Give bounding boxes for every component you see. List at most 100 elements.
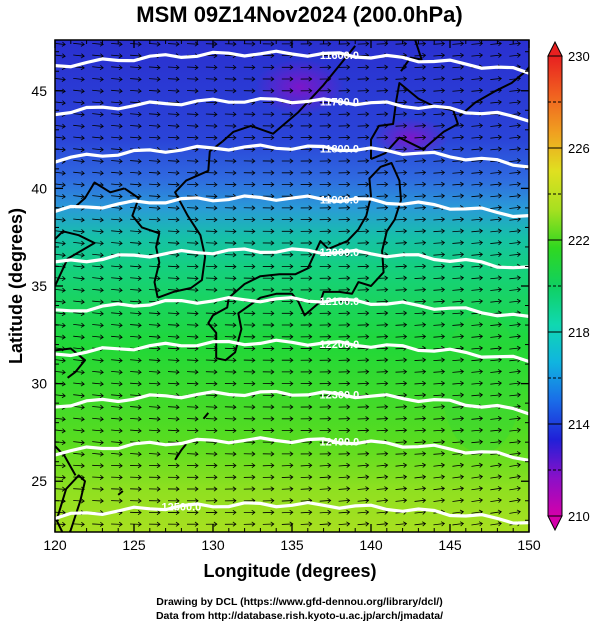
wind-arrow	[73, 229, 85, 235]
wind-arrow	[73, 439, 85, 446]
wind-arrow	[111, 451, 123, 457]
wind-arrow	[262, 462, 275, 469]
wind-arrow	[262, 240, 275, 246]
wind-arrow	[281, 381, 294, 387]
wind-arrow	[281, 521, 294, 527]
wind-arrow	[281, 427, 294, 434]
x-tick-label: 150	[517, 537, 541, 553]
wind-arrow	[433, 76, 446, 82]
wind-arrow	[224, 463, 237, 469]
wind-arrow	[186, 217, 199, 223]
wind-arrow	[509, 181, 521, 187]
wind-arrow	[73, 381, 85, 387]
wind-arrow	[414, 322, 427, 328]
wind-arrow	[205, 428, 218, 434]
wind-arrow	[167, 193, 180, 199]
wind-arrow	[452, 462, 465, 468]
wind-arrow	[338, 205, 351, 211]
wind-arrow	[130, 275, 142, 281]
wind-arrow	[452, 439, 465, 445]
wind-arrow	[281, 322, 294, 328]
wind-arrow	[414, 193, 427, 199]
wind-arrow	[395, 392, 408, 398]
wind-arrow	[509, 427, 521, 433]
wind-arrow	[490, 134, 502, 140]
wind-arrow	[205, 264, 218, 270]
wind-arrow	[300, 404, 313, 410]
wind-arrow	[490, 298, 502, 304]
wind-arrow	[187, 474, 199, 480]
coastline-segment	[174, 443, 187, 461]
wind-arrow	[224, 76, 237, 82]
wind-arrow	[55, 393, 66, 399]
coastline-segment	[202, 412, 210, 420]
wind-arrow	[243, 334, 256, 340]
wind-arrow	[73, 275, 85, 282]
wind-arrow	[338, 240, 351, 246]
wind-arrow	[300, 521, 313, 527]
wind-arrow	[281, 111, 294, 117]
coastline-segment	[157, 140, 224, 299]
wind-arrow	[186, 381, 199, 387]
wind-arrow	[414, 263, 427, 269]
wind-arrow	[300, 427, 313, 434]
wind-arrow	[55, 276, 66, 282]
wind-arrow	[205, 64, 218, 70]
wind-arrow	[130, 228, 142, 235]
wind-arrow	[395, 99, 408, 105]
wind-arrow	[167, 498, 180, 504]
wind-arrow	[205, 41, 218, 47]
wind-arrow	[187, 509, 199, 516]
wind-arrow	[414, 205, 427, 211]
wind-arrow	[414, 64, 427, 70]
wind-arrow	[414, 486, 427, 492]
wind-arrow	[509, 415, 521, 422]
wind-arrow	[167, 287, 180, 293]
wind-arrow	[357, 380, 370, 387]
wind-arrow	[281, 135, 294, 141]
wind-arrow	[376, 111, 389, 117]
wind-arrow	[130, 240, 142, 246]
wind-arrow	[414, 427, 427, 433]
colorbar-tick-label: 222	[568, 233, 590, 248]
wind-arrow	[452, 263, 465, 269]
wind-arrow	[376, 310, 389, 316]
wind-arrow	[338, 158, 351, 164]
wind-arrow	[224, 64, 237, 70]
wind-arrow	[73, 474, 85, 480]
wind-arrow	[262, 310, 275, 316]
wind-arrow	[471, 521, 484, 527]
wind-arrow	[452, 369, 465, 375]
wind-arrow	[92, 311, 104, 317]
wind-arrow	[338, 521, 351, 527]
wind-arrow	[319, 427, 332, 433]
wind-arrow	[262, 53, 275, 59]
wind-arrow	[262, 509, 275, 515]
wind-arrow	[300, 451, 313, 457]
wind-arrow	[262, 135, 275, 141]
wind-arrow	[92, 100, 104, 106]
wind-arrow	[205, 275, 218, 281]
wind-arrow	[319, 88, 332, 94]
wind-arrow	[73, 498, 85, 504]
wind-arrow	[319, 310, 332, 316]
wind-arrow	[205, 334, 218, 340]
wind-arrow	[130, 88, 142, 94]
wind-arrow	[205, 346, 218, 352]
wind-arrow	[111, 53, 123, 59]
wind-arrow	[92, 299, 104, 305]
wind-arrow	[281, 404, 294, 410]
wind-arrow	[262, 217, 275, 223]
wind-arrow	[509, 451, 521, 457]
x-tick-label: 125	[122, 537, 146, 553]
contour-line	[55, 500, 529, 525]
wind-arrow	[357, 310, 370, 316]
wind-arrow	[111, 65, 123, 71]
wind-arrow	[243, 41, 256, 47]
wind-arrow	[55, 170, 66, 176]
wind-arrow	[433, 451, 446, 457]
wind-arrow	[92, 264, 104, 270]
wind-arrow	[300, 474, 313, 480]
wind-arrow	[224, 182, 237, 188]
wind-arrow	[111, 217, 123, 223]
